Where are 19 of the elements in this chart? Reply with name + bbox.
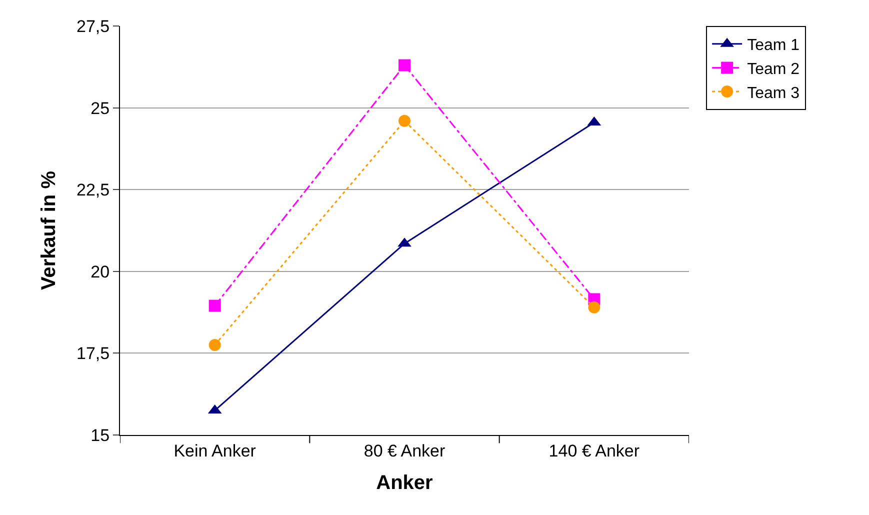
y-tick-label: 17,5 (76, 344, 110, 364)
legend-label: Team 3 (747, 84, 800, 102)
point (208, 300, 221, 312)
legend-label: Team 2 (747, 60, 800, 78)
point (398, 59, 410, 72)
x-tick-label: 140 € Anker (548, 441, 640, 460)
x-axis-title: Anker (376, 472, 434, 494)
y-tick-label: 22,5 (76, 180, 110, 200)
point (588, 301, 600, 314)
y-tick-label: 27,5 (76, 16, 110, 36)
y-tick-label: 20 (90, 262, 110, 282)
x-tick-label: 80 € Anker (364, 441, 446, 460)
point (208, 339, 221, 352)
x-tick-label: Kein Anker (174, 441, 256, 460)
y-axis-title: Verkauf in % (38, 170, 60, 290)
y-tick-label: 25 (90, 98, 110, 118)
y-tick-label: 15 (90, 426, 110, 445)
legend-label: Team 1 (747, 37, 800, 54)
point (398, 114, 410, 127)
